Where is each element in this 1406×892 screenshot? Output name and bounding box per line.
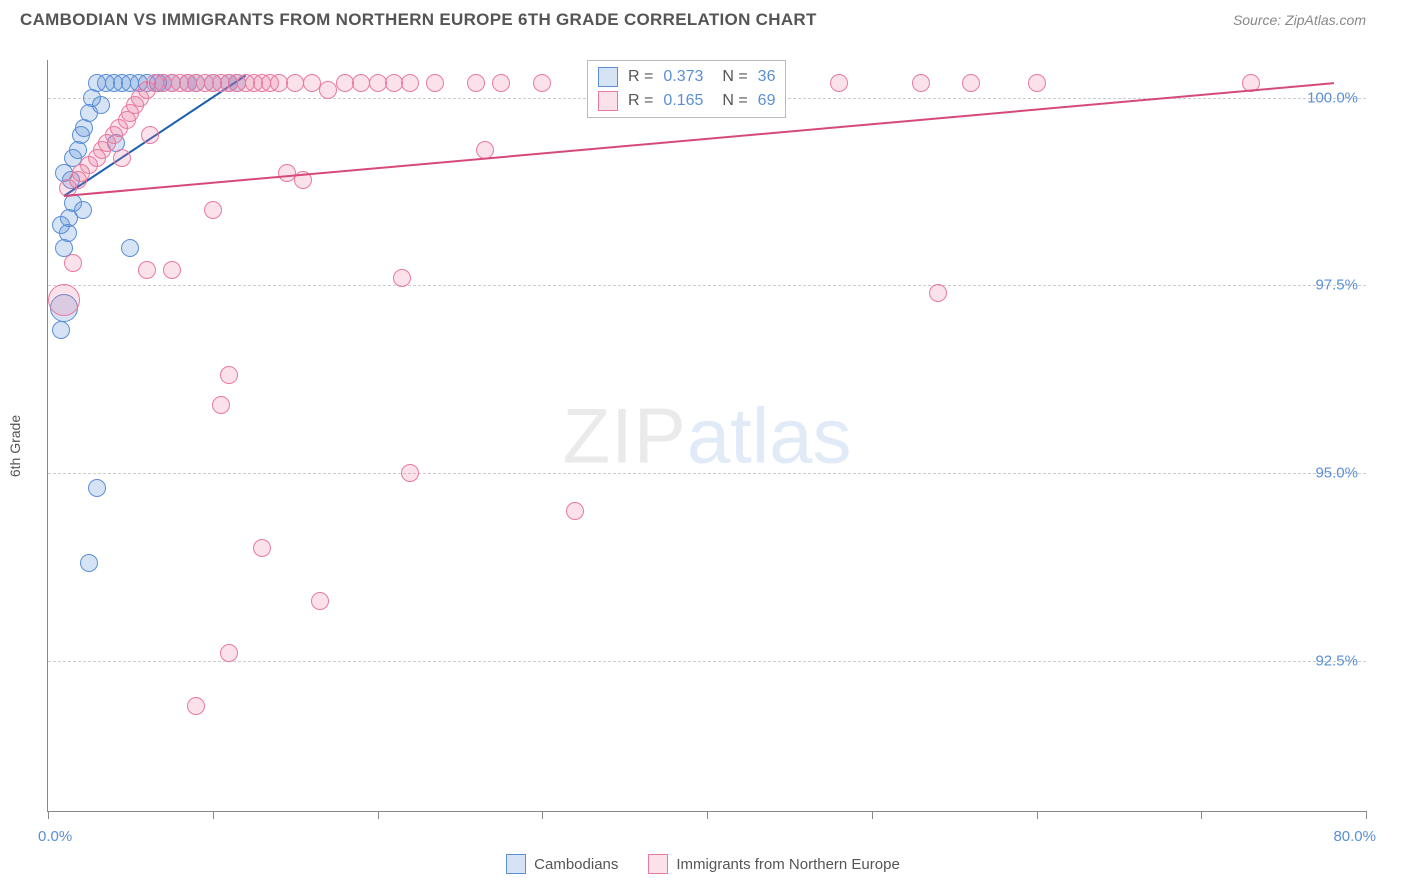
y-tick-label: 100.0% xyxy=(1307,89,1358,106)
data-point xyxy=(121,239,139,257)
data-point xyxy=(401,74,419,92)
data-point xyxy=(270,74,288,92)
chart-title: CAMBODIAN VS IMMIGRANTS FROM NORTHERN EU… xyxy=(20,10,817,30)
x-tick xyxy=(542,811,543,819)
x-tick xyxy=(378,811,379,819)
data-point xyxy=(88,479,106,497)
stat-n-label: N = xyxy=(713,68,747,86)
x-tick xyxy=(1201,811,1202,819)
data-point xyxy=(113,149,131,167)
data-point xyxy=(393,269,411,287)
data-point xyxy=(286,74,304,92)
data-point xyxy=(80,554,98,572)
x-tick xyxy=(872,811,873,819)
x-tick xyxy=(1037,811,1038,819)
legend: Cambodians Immigrants from Northern Euro… xyxy=(0,854,1406,874)
plot-area: ZIPatlas 100.0%97.5%95.0%92.5%0.0%80.0%R… xyxy=(47,60,1366,812)
data-point xyxy=(220,366,238,384)
stat-r-value: 0.165 xyxy=(663,92,703,110)
legend-label: Cambodians xyxy=(534,856,618,873)
gridline xyxy=(48,285,1366,286)
stats-swatch-icon xyxy=(598,91,618,111)
data-point xyxy=(187,697,205,715)
x-tick xyxy=(48,811,49,819)
y-axis-label: 6th Grade xyxy=(7,415,23,477)
data-point xyxy=(52,321,70,339)
stats-row: R = 0.373 N = 36 xyxy=(598,65,775,89)
data-point xyxy=(311,592,329,610)
legend-label: Immigrants from Northern Europe xyxy=(676,856,899,873)
y-tick-label: 92.5% xyxy=(1315,652,1358,669)
data-point xyxy=(138,261,156,279)
chart-source: Source: ZipAtlas.com xyxy=(1233,12,1366,28)
stat-r-value: 0.373 xyxy=(663,68,703,86)
data-point xyxy=(220,644,238,662)
data-point xyxy=(492,74,510,92)
gridline xyxy=(48,661,1366,662)
data-point xyxy=(369,74,387,92)
stat-n-value: 36 xyxy=(758,68,776,86)
data-point xyxy=(64,254,82,272)
gridline xyxy=(48,473,1366,474)
legend-item-cambodians: Cambodians xyxy=(506,854,618,874)
data-point xyxy=(253,539,271,557)
data-point xyxy=(962,74,980,92)
stats-box: R = 0.373 N = 36R = 0.165 N = 69 xyxy=(587,60,786,118)
stat-r-label: R = xyxy=(628,92,653,110)
data-point xyxy=(278,164,296,182)
data-point xyxy=(319,81,337,99)
legend-swatch-icon xyxy=(506,854,526,874)
legend-swatch-icon xyxy=(648,854,668,874)
data-point xyxy=(912,74,930,92)
x-axis-max-label: 80.0% xyxy=(1333,828,1376,845)
watermark: ZIPatlas xyxy=(562,390,851,481)
data-point xyxy=(204,201,222,219)
data-point xyxy=(385,74,403,92)
watermark-atlas: atlas xyxy=(687,391,852,479)
data-point xyxy=(352,74,370,92)
data-point xyxy=(163,261,181,279)
data-point xyxy=(336,74,354,92)
data-point xyxy=(533,74,551,92)
y-tick-label: 95.0% xyxy=(1315,465,1358,482)
stat-n-value: 69 xyxy=(758,92,776,110)
y-tick-label: 97.5% xyxy=(1315,277,1358,294)
data-point xyxy=(1028,74,1046,92)
data-point xyxy=(401,464,419,482)
watermark-zip: ZIP xyxy=(562,391,686,479)
data-point xyxy=(48,284,80,316)
data-point xyxy=(426,74,444,92)
data-point xyxy=(92,96,110,114)
x-tick xyxy=(1366,811,1367,819)
data-point xyxy=(566,502,584,520)
stats-row: R = 0.165 N = 69 xyxy=(598,89,775,113)
data-point xyxy=(467,74,485,92)
data-point xyxy=(74,201,92,219)
x-tick xyxy=(213,811,214,819)
x-tick xyxy=(707,811,708,819)
stats-swatch-icon xyxy=(598,67,618,87)
stat-r-label: R = xyxy=(628,68,653,86)
data-point xyxy=(212,396,230,414)
data-point xyxy=(830,74,848,92)
data-point xyxy=(929,284,947,302)
x-axis-min-label: 0.0% xyxy=(38,828,72,845)
stat-n-label: N = xyxy=(713,92,747,110)
legend-item-northern-europe: Immigrants from Northern Europe xyxy=(648,854,899,874)
data-point xyxy=(303,74,321,92)
data-point xyxy=(52,216,70,234)
data-point xyxy=(141,126,159,144)
